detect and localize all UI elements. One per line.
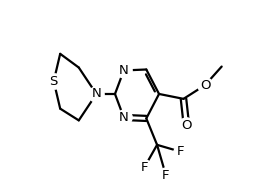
Text: O: O <box>200 79 210 92</box>
Text: O: O <box>181 119 192 132</box>
Text: N: N <box>119 64 129 77</box>
Text: N: N <box>119 111 129 124</box>
Text: N: N <box>92 87 101 100</box>
Text: F: F <box>177 145 184 158</box>
Text: F: F <box>162 169 170 182</box>
Text: S: S <box>50 75 58 88</box>
Text: F: F <box>141 161 148 174</box>
